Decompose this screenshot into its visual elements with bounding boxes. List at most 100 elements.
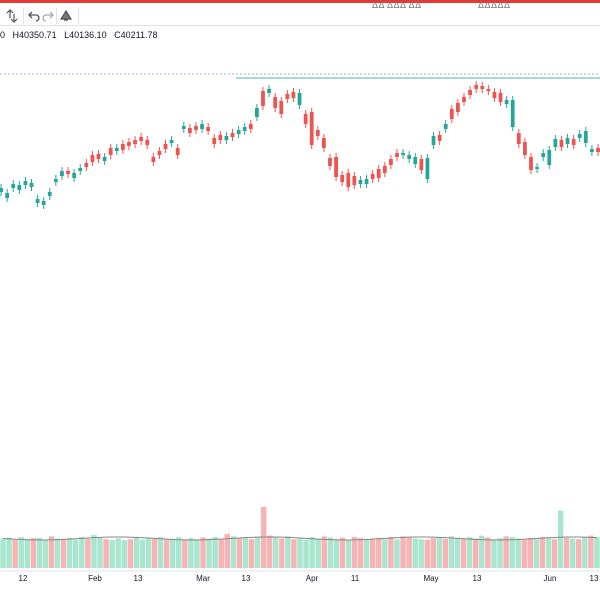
volume-bar — [333, 539, 340, 568]
volume-bar — [503, 536, 509, 568]
volume-bar — [563, 537, 570, 568]
time-axis-label: Feb — [88, 574, 102, 583]
volume-bar — [254, 537, 261, 568]
candle — [498, 93, 503, 102]
candle — [395, 153, 399, 157]
volume-bar — [545, 538, 552, 568]
candle — [315, 130, 320, 136]
volume-bar — [303, 539, 309, 568]
candle — [139, 137, 144, 141]
volume-bar — [351, 537, 358, 568]
candle — [285, 94, 290, 99]
candle — [194, 126, 198, 130]
alert-button[interactable] — [58, 7, 74, 25]
candle — [218, 135, 223, 140]
volume-bar — [36, 537, 43, 568]
candle — [419, 159, 424, 170]
candle — [72, 173, 77, 178]
candle — [41, 201, 46, 205]
volume-bar — [66, 537, 73, 568]
volume-bar — [412, 538, 418, 568]
candle — [175, 148, 180, 155]
volume-bar — [133, 537, 140, 568]
volume-bar — [48, 536, 55, 568]
volume-bar — [127, 539, 134, 568]
volume-bar — [460, 539, 467, 568]
alert-icon — [60, 10, 72, 21]
volume-bar — [42, 539, 49, 568]
candle — [297, 93, 302, 105]
candle — [145, 140, 150, 145]
candle — [96, 154, 101, 159]
redo-button[interactable] — [40, 7, 56, 25]
candle — [181, 126, 186, 129]
volume-bar — [73, 539, 79, 568]
volume-bar — [157, 537, 164, 568]
volume-bar — [200, 537, 206, 568]
legend-open-tail: 0 — [0, 30, 6, 40]
volume-bar — [121, 540, 127, 568]
candle — [279, 101, 284, 114]
candle — [60, 171, 64, 176]
volume-bar — [594, 537, 600, 568]
candle — [53, 179, 58, 182]
candle — [102, 157, 107, 161]
candle — [352, 176, 357, 185]
candle — [120, 144, 125, 150]
toolbar-text-2: ΔΔΔΔΔ — [478, 0, 511, 10]
undo-button[interactable] — [26, 7, 42, 25]
volume-bar — [454, 537, 461, 568]
candle — [78, 168, 83, 171]
volume-bar — [212, 537, 218, 568]
volume-bar — [24, 539, 31, 568]
volume-bar — [151, 538, 158, 568]
legend-high: H40350.71 — [12, 30, 57, 40]
ohlc-legend: 0 H40350.71 L40136.10 C40211.78 — [0, 30, 163, 40]
volume-bar — [145, 538, 152, 568]
toolbar-text-1: ΔΔ ΔΔΔ ΔΔ — [372, 0, 422, 10]
candle — [382, 166, 387, 173]
volume-bar — [91, 534, 97, 568]
volume-bar — [388, 537, 394, 568]
volume-bar — [206, 538, 212, 568]
volume-bar — [509, 537, 515, 568]
volume-bar — [79, 537, 85, 568]
candle — [596, 148, 600, 152]
price-chart[interactable]: 12 Feb 13 Mar 13 Apr 11 May 13 Jun 13 — [0, 26, 600, 600]
compare-symbol-button[interactable] — [3, 7, 21, 25]
candle — [169, 140, 174, 143]
candle — [443, 124, 448, 129]
candle — [35, 199, 40, 203]
candle — [47, 192, 52, 196]
volume-bar — [485, 537, 491, 568]
candle — [328, 158, 332, 166]
candle — [370, 174, 375, 179]
volume-bar — [491, 539, 497, 568]
volume-bar — [473, 538, 479, 568]
volume-bar — [539, 537, 546, 568]
candle — [413, 157, 418, 164]
candle — [254, 108, 259, 117]
candle — [17, 185, 22, 190]
volume-bar — [369, 538, 376, 568]
volume-bar — [436, 537, 443, 568]
candle — [358, 180, 363, 184]
candle — [571, 139, 576, 145]
volume-bar — [418, 539, 424, 568]
volume-bar — [557, 510, 564, 568]
candle — [90, 155, 95, 162]
volume-bar — [363, 539, 370, 568]
candle — [364, 179, 369, 184]
compare-icon — [6, 9, 18, 23]
candle — [157, 151, 162, 155]
candle — [163, 144, 168, 149]
volume-bar — [176, 537, 182, 568]
volume-bar — [582, 537, 588, 568]
volume-bar — [466, 537, 473, 568]
volume-bar — [576, 539, 582, 568]
candle — [133, 140, 137, 144]
volume-bar — [533, 539, 540, 568]
volume-bar — [497, 538, 503, 568]
candle — [565, 138, 570, 144]
time-axis-label: 13 — [134, 574, 143, 583]
